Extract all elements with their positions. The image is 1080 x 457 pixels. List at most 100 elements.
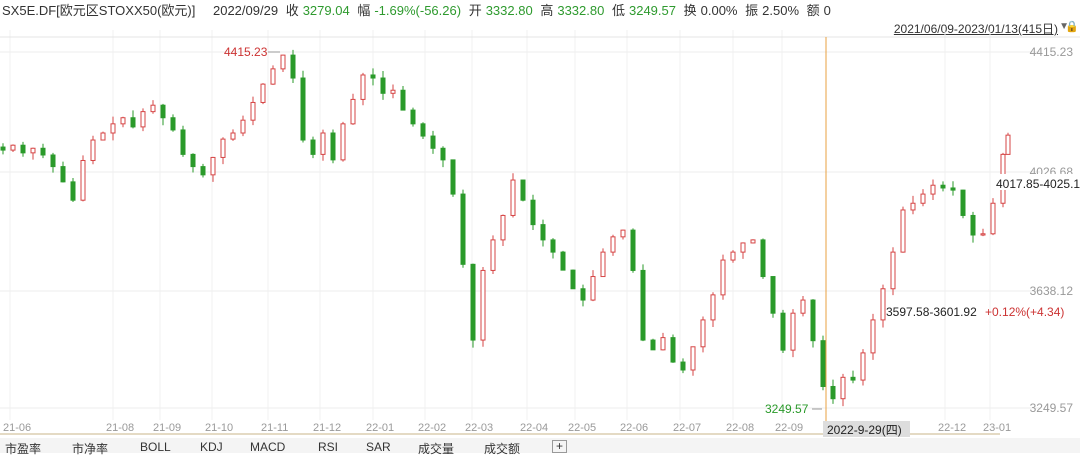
candle-body	[220, 138, 226, 158]
change-label: 幅	[357, 3, 371, 18]
candle-body	[340, 123, 346, 161]
candle-body	[190, 153, 196, 168]
close-value: 3279.04	[302, 3, 350, 18]
candle-body	[710, 294, 716, 321]
candle-body	[940, 184, 946, 189]
change-value: -1.69%(-56.26)	[374, 3, 462, 18]
candle-body	[460, 193, 466, 265]
candle-body	[240, 119, 246, 134]
candle-body	[640, 269, 646, 341]
indicator-tab[interactable]: 市净率	[72, 442, 109, 456]
indicator-tab[interactable]: RSI	[318, 440, 339, 454]
high-value: 3332.80	[557, 3, 605, 18]
x-tick-label: 22-09	[775, 422, 803, 434]
x-tick-label: 22-12	[938, 422, 966, 434]
candle-body	[580, 288, 586, 301]
right-range-bg	[993, 174, 1080, 190]
candle-body	[200, 166, 206, 176]
candle-body	[810, 299, 816, 342]
candle-body	[700, 319, 706, 348]
candle-body	[440, 147, 446, 161]
candle-body	[540, 224, 546, 241]
candle-body	[40, 147, 46, 156]
candle-body	[120, 117, 126, 125]
candle-body	[1005, 134, 1011, 155]
candle-body	[270, 68, 276, 85]
candle-body	[730, 251, 736, 261]
indicator-tab[interactable]: 成交额	[484, 442, 521, 456]
add-indicator-button[interactable]: +	[552, 440, 568, 453]
candle-body	[100, 132, 106, 141]
candle-body	[150, 104, 156, 113]
crosshair-date-box	[823, 421, 910, 437]
candle-body	[360, 74, 366, 100]
candle-body	[320, 132, 326, 155]
date-range-selector[interactable]: 2021/06/09-2023/01/13(415日)	[893, 22, 1058, 36]
dropdown-triangle-icon[interactable]: ▼	[1059, 21, 1069, 32]
candle-body	[330, 132, 336, 161]
symbol: SX5E.DF[欧元区STOXX50(欧元)]	[2, 3, 196, 18]
candle-body	[400, 89, 406, 111]
candle-body	[60, 166, 66, 183]
candle-body	[110, 123, 116, 134]
candle-body	[950, 187, 956, 191]
candle-body	[830, 385, 836, 400]
candle-body	[260, 83, 266, 103]
cursor-range-label: 3597.58-3601.92	[886, 305, 977, 319]
x-tick-label: 22-06	[620, 422, 648, 434]
candle-body	[30, 147, 36, 154]
indicator-tab[interactable]: 市盈率	[5, 442, 42, 456]
candle-body	[310, 139, 316, 155]
x-tick-label: 21-11	[261, 422, 288, 434]
y-tick-label: 4415.23	[1030, 45, 1074, 59]
candle-body	[50, 154, 56, 168]
candle-body	[230, 132, 236, 140]
candle-body	[420, 123, 426, 137]
indicator-tab[interactable]: 成交量	[418, 442, 455, 456]
crosshair-date: 2022-9-29(四)	[827, 423, 902, 437]
indicator-tab[interactable]: KDJ	[200, 440, 223, 454]
candle-body	[290, 54, 296, 79]
candle-body	[880, 288, 886, 321]
candle-body	[130, 117, 136, 128]
candle-body	[650, 339, 656, 351]
candle-body	[80, 159, 86, 201]
low-label: 低	[611, 3, 625, 18]
open-label: 开	[468, 3, 482, 18]
candle-body	[530, 199, 536, 226]
min-label: 3249.57	[765, 402, 809, 416]
indicator-tabs: 市盈率 市净率 BOLL KDJ MACD RSI SAR 成交量 成交额 +	[0, 438, 1080, 456]
y-tick-label: 3638.12	[1030, 284, 1074, 298]
candle-body	[720, 259, 726, 296]
turnover-value: 0.00%	[700, 3, 738, 18]
candle-body	[300, 77, 306, 141]
indicator-tab[interactable]: BOLL	[140, 440, 171, 454]
candle-body	[210, 156, 216, 176]
candle-body	[90, 139, 96, 161]
x-tick-label: 22-03	[465, 422, 493, 434]
candle-body	[790, 312, 796, 351]
indicator-tab[interactable]: MACD	[250, 440, 286, 454]
candle-body	[740, 242, 746, 253]
amount-label: 额	[806, 3, 820, 18]
y-tick-label: 3249.57	[1030, 401, 1074, 415]
candle-body	[410, 109, 416, 125]
candle-body	[370, 74, 376, 79]
candle-body	[70, 181, 76, 201]
candle-body	[250, 101, 256, 121]
candle-body	[170, 117, 176, 131]
candle-body	[180, 129, 186, 155]
candle-body	[800, 299, 806, 314]
candle-body	[350, 98, 356, 125]
cursor-change-label: +0.12%(+4.34)	[985, 305, 1064, 319]
indicator-tab[interactable]: SAR	[366, 440, 391, 454]
candle-body	[510, 179, 516, 216]
candle-body	[160, 104, 166, 119]
lock-icon[interactable]: 🔒	[1065, 21, 1079, 33]
candle-body	[620, 229, 626, 238]
candle-body	[920, 193, 926, 204]
candle-body	[930, 184, 936, 195]
candle-body	[980, 233, 986, 236]
candle-body	[490, 239, 496, 271]
